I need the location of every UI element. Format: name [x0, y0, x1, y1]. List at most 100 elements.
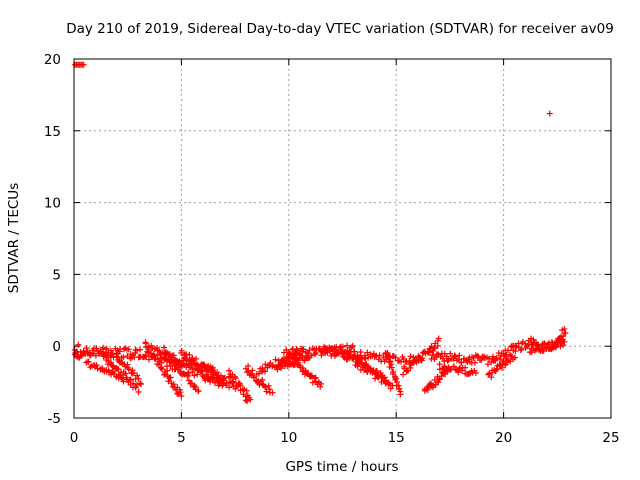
- data-point: [383, 356, 390, 363]
- data-point: [341, 353, 348, 360]
- y-tick-label: 15: [44, 124, 61, 140]
- data-point: [442, 371, 449, 378]
- data-point: [435, 379, 442, 386]
- data-point: [120, 378, 127, 385]
- data-point: [137, 380, 144, 387]
- data-point: [561, 338, 568, 345]
- x-tick-label: 10: [280, 430, 297, 446]
- data-point: [317, 383, 324, 390]
- data-point: [506, 351, 513, 358]
- data-point: [459, 367, 466, 374]
- data-point: [195, 387, 202, 394]
- data-point: [278, 365, 285, 372]
- data-point: [160, 344, 167, 351]
- data-point: [244, 369, 251, 376]
- data-point: [118, 359, 125, 366]
- data-point: [137, 381, 144, 388]
- data-point: [561, 325, 568, 332]
- data-point: [103, 354, 110, 361]
- data-point: [125, 346, 132, 353]
- data-point: [291, 356, 298, 363]
- data-point: [337, 345, 344, 352]
- data-point: [407, 353, 414, 360]
- data-point: [388, 361, 395, 368]
- data-point: [372, 375, 379, 382]
- data-point: [259, 381, 266, 388]
- data-point: [211, 379, 218, 386]
- data-point: [321, 350, 328, 357]
- data-point: [244, 398, 251, 405]
- data-point: [250, 374, 257, 381]
- data-point: [380, 374, 387, 381]
- data-point: [383, 379, 390, 386]
- data-point: [312, 349, 319, 356]
- y-axis-label: SDTVAR / TECUs: [6, 183, 22, 293]
- data-point: [505, 347, 512, 354]
- data-point: [557, 343, 564, 350]
- data-point: [93, 362, 100, 369]
- data-point: [135, 375, 142, 382]
- data-point: [511, 354, 518, 361]
- data-point: [443, 353, 450, 360]
- data-point: [364, 349, 371, 356]
- data-point: [553, 339, 560, 346]
- data-point: [484, 361, 491, 368]
- data-point: [471, 359, 478, 366]
- data-point: [201, 373, 208, 380]
- data-point: [134, 347, 141, 354]
- data-point: [331, 352, 338, 359]
- data-point: [87, 351, 94, 358]
- chart-title: Day 210 of 2019, Sidereal Day-to-day VTE…: [66, 21, 614, 37]
- x-tick-label: 0: [70, 430, 79, 446]
- data-point: [183, 351, 190, 358]
- data-point: [462, 364, 469, 371]
- data-point: [431, 344, 438, 351]
- data-point: [122, 370, 129, 377]
- data-point: [170, 381, 177, 388]
- data-point: [371, 353, 378, 360]
- data-point: [205, 362, 212, 369]
- data-point: [189, 366, 196, 373]
- data-point: [373, 368, 380, 375]
- data-point: [215, 382, 222, 389]
- data-point: [426, 349, 433, 356]
- data-point: [486, 370, 493, 377]
- data-point: [143, 353, 150, 360]
- data-point: [309, 379, 316, 386]
- data-point: [362, 362, 369, 369]
- data-point: [265, 382, 272, 389]
- data-point: [436, 376, 443, 383]
- data-point: [444, 357, 451, 364]
- data-point: [185, 377, 192, 384]
- data-point: [172, 366, 179, 373]
- data-point: [137, 346, 144, 353]
- data-point: [214, 369, 221, 376]
- data-point: [392, 354, 399, 361]
- data-point: [308, 373, 315, 380]
- data-point: [392, 375, 399, 382]
- data-point: [344, 356, 351, 363]
- data-point: [434, 342, 441, 349]
- y-tick-label: -5: [48, 411, 61, 427]
- data-point: [455, 369, 462, 376]
- data-point: [386, 354, 393, 361]
- data-point: [534, 342, 541, 349]
- data-point: [481, 353, 488, 360]
- data-point: [299, 368, 306, 375]
- data-point: [390, 369, 397, 376]
- data-point: [109, 362, 116, 369]
- data-point: [512, 348, 519, 355]
- data-point: [110, 354, 117, 361]
- data-point: [210, 374, 217, 381]
- data-point: [402, 359, 409, 366]
- data-point: [103, 345, 110, 352]
- data-point: [388, 364, 395, 371]
- data-point: [262, 368, 269, 375]
- data-point: [83, 345, 90, 352]
- data-point: [308, 372, 315, 379]
- data-point: [226, 367, 233, 374]
- x-tick-label: 20: [495, 430, 512, 446]
- data-point: [134, 372, 141, 379]
- data-point: [163, 349, 170, 356]
- data-point: [306, 354, 313, 361]
